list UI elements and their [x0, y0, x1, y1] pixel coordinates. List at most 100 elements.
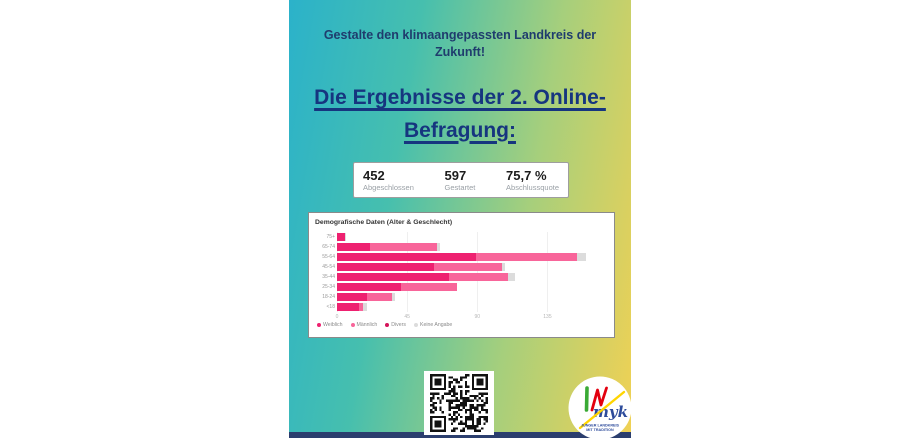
chart-rows: 75+ 65-74 55-64 45-54 35-44 25-34 18-24 <18: [315, 232, 606, 312]
myk-logo-svg: myk JUNGER LANDKREIS MIT TRADITION: [568, 376, 632, 438]
logo-circle: [568, 376, 632, 438]
legend-dot: [317, 323, 321, 327]
x-tick-label: 90: [474, 314, 481, 320]
bar-segment-Weiblich: [337, 232, 345, 242]
demographics-chart-card: Demografische Daten (Alter & Geschlecht)…: [308, 212, 615, 338]
bar-segment-Weiblich: [337, 262, 434, 272]
chart-row-18-24: 18-24: [315, 292, 606, 302]
bar-track: [337, 292, 602, 302]
bar-segment-Keine Angabe: [508, 272, 515, 282]
row-label: 65-74: [322, 244, 335, 250]
poster-title: Die Ergebnisse der 2. Online- Befragung:: [296, 82, 624, 147]
row-label: 45-54: [322, 264, 335, 270]
bar-segment-Keine Angabe: [502, 262, 506, 272]
poster: Gestalte den klimaangepassten Landkreis …: [289, 0, 632, 438]
logo-green-stroke: [584, 386, 589, 412]
x-tick-label: 45: [404, 314, 410, 320]
row-label: 75+: [326, 234, 335, 240]
bar-segment-Keine Angabe: [391, 292, 395, 302]
row-label: 25-34: [322, 284, 335, 290]
gridline: [407, 232, 409, 312]
bar-segment-Weiblich: [337, 302, 359, 312]
stat-completion-rate: 75,7 % Abschlussquote: [506, 168, 559, 193]
stat-started-label: Gestartet: [444, 183, 476, 193]
chart-plot: 75+ 65-74 55-64 45-54 35-44 25-34 18-24 <18: [315, 232, 606, 312]
chart-x-axis: 0 45 90 135: [335, 312, 602, 321]
bar-segment-Männlich: [369, 242, 437, 252]
bar-segment-Keine Angabe: [363, 302, 367, 312]
logo-red-stroke: [590, 386, 608, 412]
bar-track: [337, 262, 602, 272]
chart-row-25-34: 25-34: [315, 282, 606, 292]
stat-completion-rate-value: 75,7 %: [506, 167, 547, 183]
stat-completion-rate-label: Abschlussquote: [506, 183, 559, 193]
bar-segment-Männlich: [433, 262, 503, 272]
legend-label: Weiblich: [323, 322, 343, 328]
bar-track: [337, 252, 602, 262]
poster-bottom-strip: [289, 432, 631, 438]
logo-tagline-line2: MIT TRADITION: [586, 428, 614, 432]
gridline: [547, 232, 549, 312]
chart-row-45-54: 45-54: [315, 262, 606, 272]
chart-row-55-64: 55-64: [315, 252, 606, 262]
qr-code-pattern: [430, 374, 488, 432]
legend-item-Männlich: Männlich: [350, 322, 378, 328]
poster-tagline: Gestalte den klimaangepassten Landkreis …: [323, 28, 597, 59]
chart-row-75+: 75+: [315, 232, 606, 242]
bar-segment-Männlich: [358, 302, 364, 312]
row-label: 18-24: [322, 294, 335, 300]
bar-segment-Weiblich: [337, 272, 450, 282]
bar-segment-Weiblich: [337, 292, 367, 302]
bar-segment-Männlich: [449, 272, 509, 282]
myk-logo: myk JUNGER LANDKREIS MIT TRADITION: [568, 376, 632, 438]
bar-track: [337, 282, 602, 292]
bar-segment-Weiblich: [337, 242, 370, 252]
logo-yellow-stroke: [578, 390, 626, 430]
bar-segment-Männlich: [400, 282, 458, 292]
chart-row-65-74: 65-74: [315, 242, 606, 252]
bar-track: [337, 242, 602, 252]
legend-item-Weiblich: Weiblich: [317, 322, 343, 328]
gridline: [337, 232, 338, 312]
x-tick-label: 0: [335, 314, 339, 320]
legend-dot: [413, 323, 418, 327]
gridline: [477, 232, 479, 312]
chart-row-<18: <18: [315, 302, 606, 312]
stat-started-value: 597: [444, 167, 467, 183]
legend-label: Keine Angabe: [419, 322, 453, 328]
legend-item-Keine Angabe: Keine Angabe: [413, 322, 453, 328]
bar-track: [337, 232, 602, 242]
legend-label: Divers: [391, 322, 406, 328]
legend-dot: [385, 323, 390, 327]
stat-completed-value: 452: [363, 167, 385, 183]
bar-segment-Weiblich: [337, 282, 401, 292]
stat-completed-label: Abgeschlossen: [363, 183, 414, 193]
logo-myk-script: myk: [593, 403, 628, 421]
survey-stats-box: 452 Abgeschlossen 597 Gestartet 75,7 % A…: [353, 162, 569, 198]
chart-gridlines: [337, 232, 602, 312]
bar-segment-Weiblich: [337, 252, 476, 262]
poster-title-line2: Befragung:: [403, 118, 516, 142]
row-label: <18: [326, 304, 335, 310]
bar-segment-Keine Angabe: [577, 252, 587, 262]
chart-title: Demografische Daten (Alter & Geschlecht): [315, 219, 453, 226]
stat-started: 597 Gestartet: [445, 168, 476, 193]
qr-code: [424, 371, 494, 435]
row-label: 55-64: [322, 254, 335, 260]
bar-segment-Männlich: [366, 292, 392, 302]
legend-dot: [350, 323, 355, 327]
bar-track: [337, 302, 602, 312]
legend-item-Divers: Divers: [385, 322, 406, 328]
bar-track: [337, 272, 602, 282]
poster-title-line1: Die Ergebnisse der 2. Online-: [314, 86, 606, 109]
stat-completed: 452 Abgeschlossen: [363, 168, 414, 193]
bar-segment-Keine Angabe: [344, 232, 347, 242]
chart-row-35-44: 35-44: [315, 272, 606, 282]
x-tick-label: 135: [543, 314, 552, 320]
chart-legend: Weiblich Männlich Divers Keine Angabe: [317, 322, 606, 328]
logo-tagline-line1: JUNGER LANDKREIS: [581, 424, 619, 428]
bar-segment-Männlich: [475, 252, 578, 262]
legend-label: Männlich: [356, 322, 378, 328]
bar-segment-Keine Angabe: [436, 242, 440, 252]
